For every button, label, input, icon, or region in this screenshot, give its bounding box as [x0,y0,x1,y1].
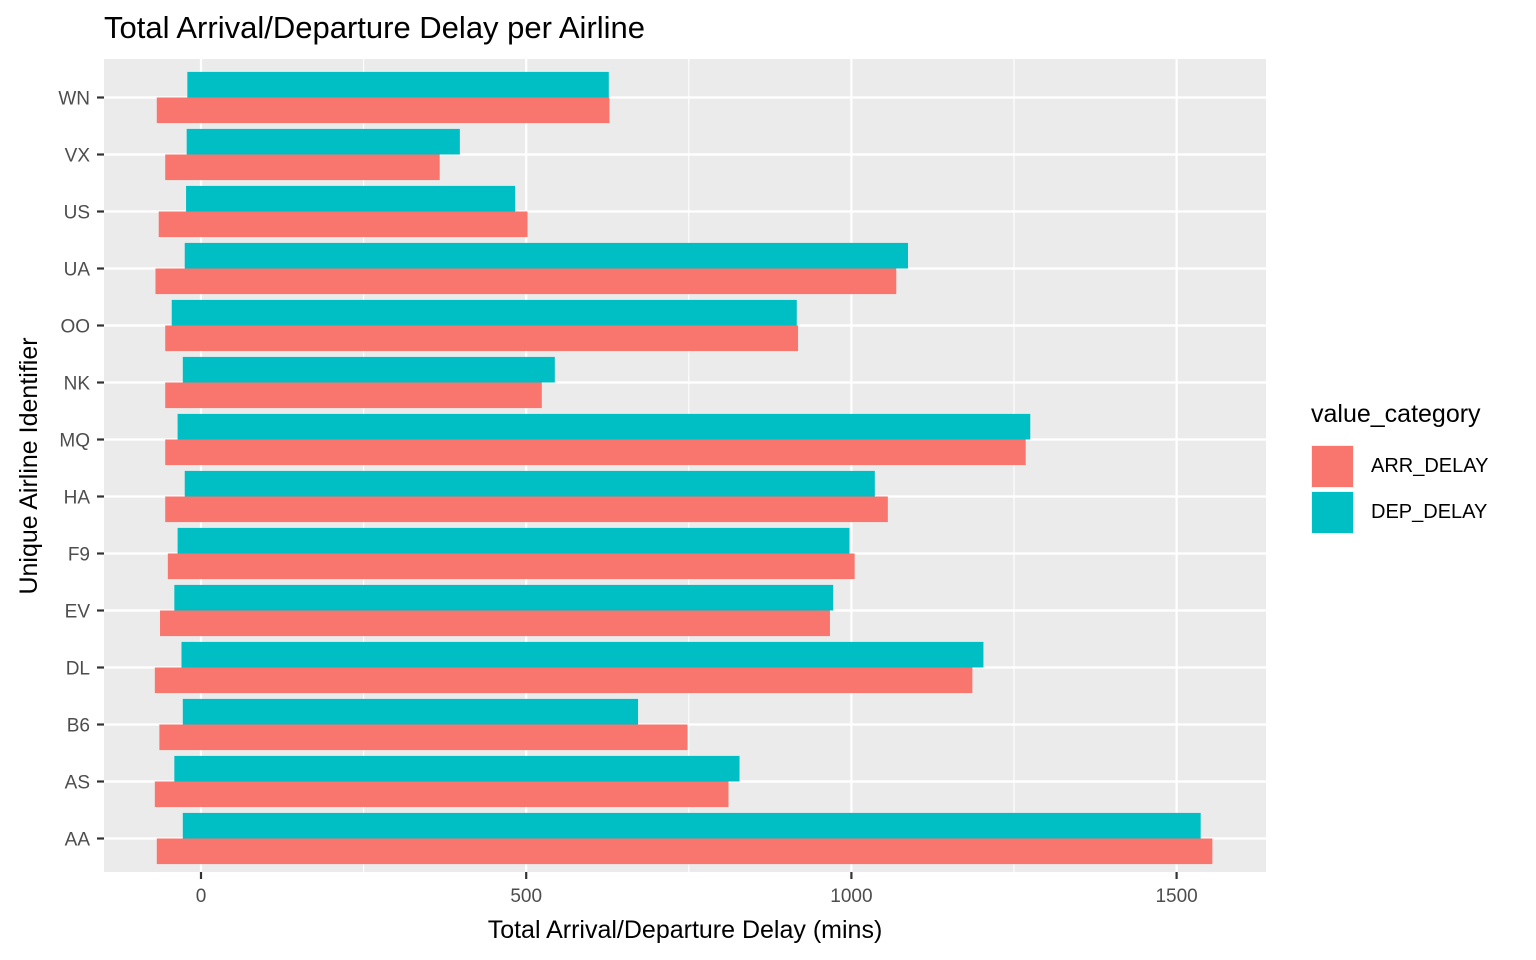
y-tick-label: NK [64,374,91,395]
x-tick-label: 1500 [1155,886,1197,907]
bar-dep-delay [184,242,908,269]
legend-item-dep-delay: DEP_DELAY [1311,489,1488,535]
bar-arr-delay [159,724,688,751]
y-tick-label: DL [66,659,90,680]
bar-arr-delay [165,439,1026,466]
x-tick-label: 0 [196,886,207,907]
bar-dep-delay [182,698,639,725]
y-axis-title: Unique Airline Identifier [15,337,43,594]
y-tick-label: HA [64,488,91,509]
y-tick-label: EV [65,602,91,623]
y-tick-label: MQ [59,431,90,452]
x-axis-title: Total Arrival/Departure Delay (mins) [488,916,883,944]
legend-label-dep-delay: DEP_DELAY [1371,500,1488,523]
bar-arr-delay [165,154,440,181]
legend: value_category ARR_DELAY DEP_DELAY [1311,400,1488,535]
legend-swatch-arr-delay [1311,444,1354,488]
bar-dep-delay [177,413,1031,440]
bar-dep-delay [181,641,984,668]
x-axis: 0 500 1000 1500 [196,872,1198,907]
y-tick-label: AA [65,830,91,851]
bar-arr-delay [165,496,888,523]
bar-arr-delay [165,382,542,409]
y-axis: AA AS B6 DL EV F9 HA MQ NK OO UA US VX WN [58,89,104,851]
bar-arr-delay [158,211,528,238]
chart-title: Total Arrival/Departure Delay per Airlin… [104,10,646,45]
y-tick-label: AS [65,773,90,794]
y-tick-label: F9 [68,545,90,566]
y-tick-label: WN [58,89,90,110]
bar-dep-delay [187,71,609,98]
y-tick-label: US [64,203,90,224]
bar-arr-delay [154,781,729,808]
legend-item-arr-delay: ARR_DELAY [1311,443,1488,489]
x-tick-label: 500 [510,886,542,907]
legend-swatch-dep-delay [1311,490,1354,534]
bar-dep-delay [177,527,850,554]
y-tick-label: VX [65,146,91,167]
bars [154,71,1213,865]
legend-label-arr-delay: ARR_DELAY [1371,454,1489,477]
bar-dep-delay [182,356,555,383]
bar-dep-delay [174,584,834,611]
legend-title: value_category [1311,400,1481,428]
y-tick-label: B6 [67,716,90,737]
bar-dep-delay [184,470,875,497]
bar-arr-delay [160,610,830,637]
bar-arr-delay [156,838,1213,865]
bar-dep-delay [186,185,516,212]
y-tick-label: OO [60,317,90,338]
bar-arr-delay [167,553,855,580]
bar-dep-delay [171,299,797,326]
bar-arr-delay [155,268,897,295]
x-tick-label: 1000 [830,886,872,907]
bar-dep-delay [182,812,1201,839]
bar-arr-delay [154,667,973,694]
bar-dep-delay [174,755,740,782]
bar-arr-delay [165,325,799,352]
bar-dep-delay [186,128,460,155]
y-tick-label: UA [64,260,91,281]
bar-arr-delay [156,97,610,124]
